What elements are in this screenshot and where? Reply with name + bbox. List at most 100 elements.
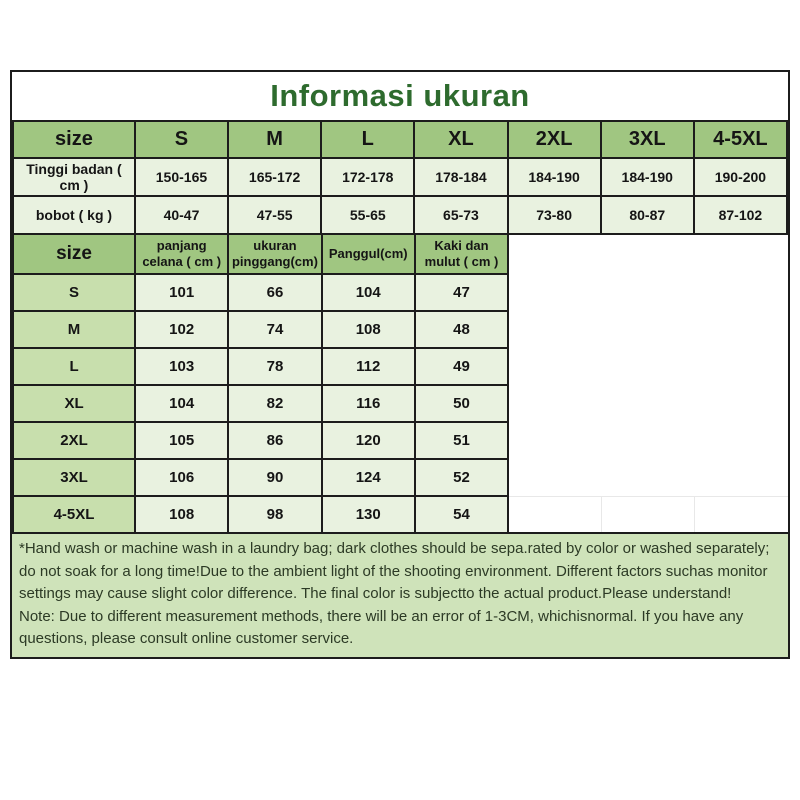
row-label: 4-5XL <box>11 496 137 534</box>
chart-title: Informasi ukuran <box>12 72 788 120</box>
empty-cell <box>601 348 695 385</box>
care-note: *Hand wash or machine wash in a laundry … <box>19 540 770 602</box>
measure-value-cell: 130 <box>320 496 416 534</box>
empty-cell <box>508 274 602 311</box>
measure-value-cell: 74 <box>227 311 323 349</box>
measure-value-cell: 105 <box>134 422 230 460</box>
measure-value-cell: 104 <box>320 274 416 312</box>
empty-cell <box>694 235 788 274</box>
body-size-table: size S M L XL 2XL 3XL 4-5XL Tinggi badan… <box>12 120 789 235</box>
measure-value-cell: 98 <box>227 496 323 534</box>
notes-footer: *Hand wash or machine wash in a laundry … <box>12 534 788 657</box>
empty-cell <box>508 385 602 422</box>
measure-value-cell: 48 <box>413 311 510 349</box>
column-header: 3XL <box>599 120 695 159</box>
measure-value-cell: 106 <box>134 459 230 497</box>
measure-value-cell: 116 <box>320 385 416 423</box>
column-header: panjang celana ( cm ) <box>134 235 230 275</box>
column-header: ukuran pinggang(cm) <box>227 235 323 275</box>
measure-value-cell: 82 <box>227 385 323 423</box>
empty-cell <box>694 348 788 385</box>
column-header: size <box>12 120 136 159</box>
table-row: bobot ( kg ) 40-47 47-55 55-65 65-73 73-… <box>12 195 789 235</box>
size-value-cell: 55-65 <box>320 195 416 235</box>
size-value-cell: 190-200 <box>692 157 789 197</box>
table-row: M 102 74 108 48 <box>11 311 788 349</box>
size-value-cell: 87-102 <box>692 195 789 235</box>
empty-cell <box>508 235 602 274</box>
measure-value-cell: 108 <box>134 496 230 534</box>
measure-value-cell: 78 <box>227 348 323 386</box>
empty-cell <box>694 422 788 459</box>
measure-value-cell: 102 <box>134 311 230 349</box>
empty-cell <box>694 495 788 534</box>
column-header: M <box>227 120 323 159</box>
size-chart-sheet: Informasi ukuran size S M L XL 2XL 3XL 4… <box>10 70 790 659</box>
row-label: M <box>11 311 137 349</box>
table-row: XL 104 82 116 50 <box>11 385 788 423</box>
measure-value-cell: 124 <box>320 459 416 497</box>
measure-value-cell: 51 <box>413 422 510 460</box>
size-value-cell: 73-80 <box>506 195 602 235</box>
table-row: size panjang celana ( cm ) ukuran pingga… <box>11 235 788 275</box>
empty-cell <box>694 459 788 496</box>
measure-value-cell: 66 <box>227 274 323 312</box>
size-value-cell: 40-47 <box>133 195 230 235</box>
empty-cell <box>600 495 695 534</box>
size-value-cell: 65-73 <box>413 195 509 235</box>
empty-cell <box>694 311 788 348</box>
measure-value-cell: 103 <box>134 348 230 386</box>
size-value-cell: 172-178 <box>320 157 416 197</box>
size-value-cell: 178-184 <box>413 157 509 197</box>
row-label: Tinggi badan ( cm ) <box>12 157 136 197</box>
column-header: size <box>11 235 137 275</box>
table-row: Tinggi badan ( cm ) 150-165 165-172 172-… <box>12 157 789 197</box>
empty-cell <box>694 274 788 311</box>
column-header: XL <box>413 120 509 159</box>
measure-value-cell: 120 <box>320 422 416 460</box>
empty-cell <box>601 311 695 348</box>
empty-cell <box>601 385 695 422</box>
measure-value-cell: 49 <box>413 348 510 386</box>
measure-value-cell: 104 <box>134 385 230 423</box>
column-header: 2XL <box>506 120 602 159</box>
size-value-cell: 47-55 <box>227 195 323 235</box>
measure-value-cell: 101 <box>134 274 230 312</box>
column-header: L <box>320 120 416 159</box>
measure-value-cell: 52 <box>413 459 510 497</box>
row-label: 3XL <box>11 459 137 497</box>
size-value-cell: 165-172 <box>227 157 323 197</box>
measure-value-cell: 90 <box>227 459 323 497</box>
empty-cell <box>694 385 788 422</box>
column-header: Kaki dan mulut ( cm ) <box>413 235 510 275</box>
size-value-cell: 80-87 <box>599 195 695 235</box>
measure-value-cell: 50 <box>413 385 510 423</box>
empty-cell <box>601 274 695 311</box>
table-row: S 101 66 104 47 <box>11 274 788 312</box>
measure-value-cell: 86 <box>227 422 323 460</box>
row-label: XL <box>11 385 137 423</box>
size-value-cell: 150-165 <box>133 157 230 197</box>
row-label: S <box>11 274 137 312</box>
empty-cell <box>508 311 602 348</box>
column-header: S <box>133 120 230 159</box>
size-value-cell: 184-190 <box>506 157 602 197</box>
measure-value-cell: 112 <box>320 348 416 386</box>
empty-cell <box>601 235 695 274</box>
empty-cell <box>508 348 602 385</box>
empty-cell <box>601 459 695 496</box>
empty-cell <box>601 422 695 459</box>
table-row: 3XL 106 90 124 52 <box>11 459 788 497</box>
size-value-cell: 184-190 <box>599 157 695 197</box>
empty-cell <box>508 459 602 496</box>
column-header: 4-5XL <box>692 120 789 159</box>
column-header: Panggul(cm) <box>320 235 416 275</box>
table-row: 2XL 105 86 120 51 <box>11 422 788 460</box>
measure-value-cell: 108 <box>320 311 416 349</box>
measurement-note: Note: Due to different measurement metho… <box>19 607 744 648</box>
measure-value-cell: 54 <box>413 496 510 534</box>
table-row: L 103 78 112 49 <box>11 348 788 386</box>
table-row: 4-5XL 108 98 130 54 <box>11 495 788 534</box>
table-row: size S M L XL 2XL 3XL 4-5XL <box>12 120 789 159</box>
row-label: L <box>11 348 137 386</box>
